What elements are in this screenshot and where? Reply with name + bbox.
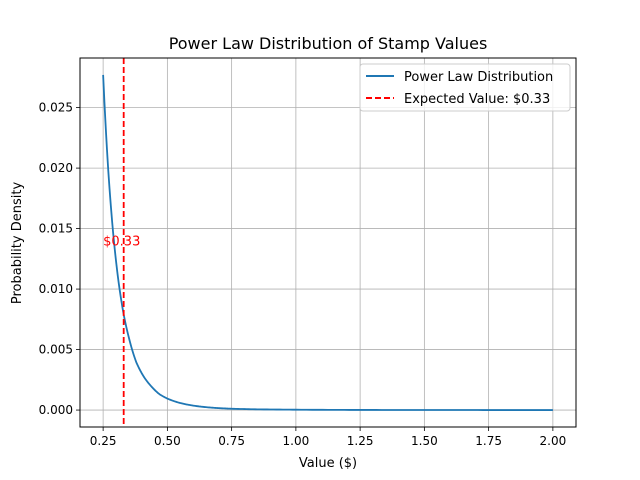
x-tick-label: 1.00 bbox=[283, 434, 310, 448]
series-group bbox=[102, 74, 553, 411]
y-tick-label: 0.005 bbox=[39, 343, 73, 357]
x-tick-label: 0.50 bbox=[154, 434, 181, 448]
legend-label-power-law: Power Law Distribution bbox=[404, 70, 553, 85]
y-tick-label: 0.000 bbox=[39, 403, 73, 417]
legend: Power Law Distribution Expected Value: $… bbox=[359, 63, 571, 112]
chart-title: Power Law Distribution of Stamp Values bbox=[169, 34, 488, 53]
grid bbox=[80, 58, 576, 427]
x-tick-label: 2.00 bbox=[540, 434, 567, 448]
x-tick-label: 1.25 bbox=[347, 434, 374, 448]
y-tick-label: 0.010 bbox=[39, 282, 73, 296]
plot-frame bbox=[79, 57, 577, 428]
y-axis-label: Probability Density bbox=[10, 182, 25, 305]
y-tick-label: 0.025 bbox=[39, 101, 73, 115]
plot-area bbox=[80, 58, 576, 427]
legend-label-expected-value: Expected Value: $0.33 bbox=[404, 92, 550, 107]
x-axis-label: Value ($) bbox=[299, 456, 357, 471]
annotations: $0.33 bbox=[103, 235, 140, 250]
x-tick-label: 0.75 bbox=[218, 434, 245, 448]
series-line-power-law bbox=[102, 74, 553, 411]
expected-value-annotation: $0.33 bbox=[103, 235, 140, 250]
legend-box bbox=[359, 63, 571, 112]
x-tick-label: 1.75 bbox=[475, 434, 502, 448]
x-axis-ticks: 0.25 0.50 0.75 1.00 1.25 1.50 1.75 2.00 bbox=[90, 427, 566, 448]
x-tick-label: 1.50 bbox=[411, 434, 438, 448]
y-tick-label: 0.020 bbox=[39, 161, 73, 175]
x-tick-label: 0.25 bbox=[90, 434, 117, 448]
y-tick-label: 0.015 bbox=[39, 222, 73, 236]
y-axis-ticks: 0.000 0.005 0.010 0.015 0.020 0.025 bbox=[39, 101, 80, 417]
